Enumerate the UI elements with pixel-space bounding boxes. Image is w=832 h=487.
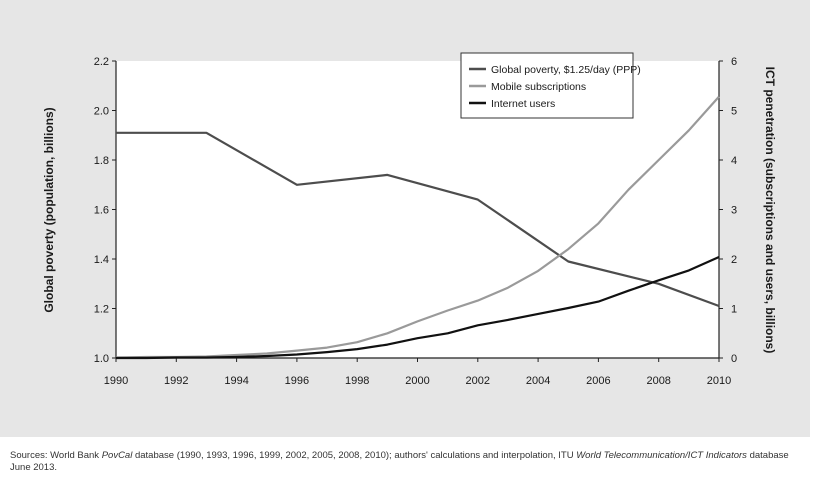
y-right-tick-label: 5 bbox=[731, 106, 737, 118]
y-right-tick-label: 6 bbox=[731, 56, 737, 68]
y-right-tick-label: 2 bbox=[731, 254, 737, 266]
y-left-tick-label: 1.4 bbox=[94, 254, 109, 266]
y-left-tick-label: 2.0 bbox=[94, 106, 109, 118]
source-db-povcal: PovCal bbox=[101, 450, 133, 461]
x-tick-label: 2006 bbox=[586, 375, 610, 387]
x-tick-label: 1990 bbox=[104, 375, 128, 387]
series-line-mobile-subscriptions bbox=[115, 95, 720, 359]
y-left-tick-label: 2.2 bbox=[94, 56, 109, 68]
x-tick-label: 1998 bbox=[345, 375, 369, 387]
y-right-tick-label: 1 bbox=[731, 304, 737, 316]
source-db-itu: World Telecommunication/ICT Indicators bbox=[576, 450, 747, 461]
source-prefix: Sources: World Bank bbox=[10, 450, 102, 461]
y-right-tick-label: 3 bbox=[731, 205, 737, 217]
x-tick-label: 1992 bbox=[164, 375, 188, 387]
legend-box bbox=[460, 52, 634, 119]
x-tick-label: 2000 bbox=[405, 375, 429, 387]
legend-label-global-poverty: Global poverty, $1.25/day (PPP) bbox=[491, 64, 641, 76]
y-left-axis-title: Global poverty (population, billions) bbox=[42, 107, 56, 312]
series-line-global-poverty-1-25-day-ppp bbox=[116, 131, 720, 308]
y-left-tick-label: 1.8 bbox=[94, 155, 109, 167]
x-tick-labels: 1990 1992 1994 1996 1998 2000 2002 2004 2006 2008… bbox=[104, 358, 731, 387]
y-right-axis-title: ICT penetration (subscriptions and users… bbox=[763, 67, 777, 354]
x-tick-label: 2004 bbox=[526, 375, 550, 387]
y-right-tick-labels: 0 1 2 3 4 5 6 bbox=[719, 56, 737, 365]
x-tick-label: 1996 bbox=[285, 375, 309, 387]
legend-label-internet-users: Internet users bbox=[491, 98, 555, 110]
y-right-tick-label: 4 bbox=[731, 155, 737, 167]
x-tick-label: 2010 bbox=[707, 375, 731, 387]
source-note: Sources: World Bank PovCal database (199… bbox=[10, 450, 810, 474]
y-left-tick-label: 1.2 bbox=[94, 304, 109, 316]
series-line-internet-users bbox=[116, 255, 720, 360]
x-tick-label: 2002 bbox=[466, 375, 490, 387]
y-left-tick-label: 1.0 bbox=[94, 353, 109, 365]
y-left-tick-labels: 1.0 1.2 1.4 1.6 1.8 2.0 2.2 bbox=[94, 56, 116, 365]
source-middle: database (1990, 1993, 1996, 1999, 2002, … bbox=[132, 450, 577, 461]
series-lines bbox=[115, 95, 720, 360]
legend: Global poverty, $1.25/day (PPP) Mobile s… bbox=[460, 52, 641, 119]
x-tick-label: 1994 bbox=[224, 375, 248, 387]
source-suffix: database June 2013. bbox=[10, 450, 789, 473]
legend-label-mobile-subscriptions: Mobile subscriptions bbox=[491, 81, 586, 93]
x-tick-label: 2008 bbox=[646, 375, 670, 387]
y-left-tick-label: 1.6 bbox=[94, 205, 109, 217]
y-right-tick-label: 0 bbox=[731, 353, 737, 365]
